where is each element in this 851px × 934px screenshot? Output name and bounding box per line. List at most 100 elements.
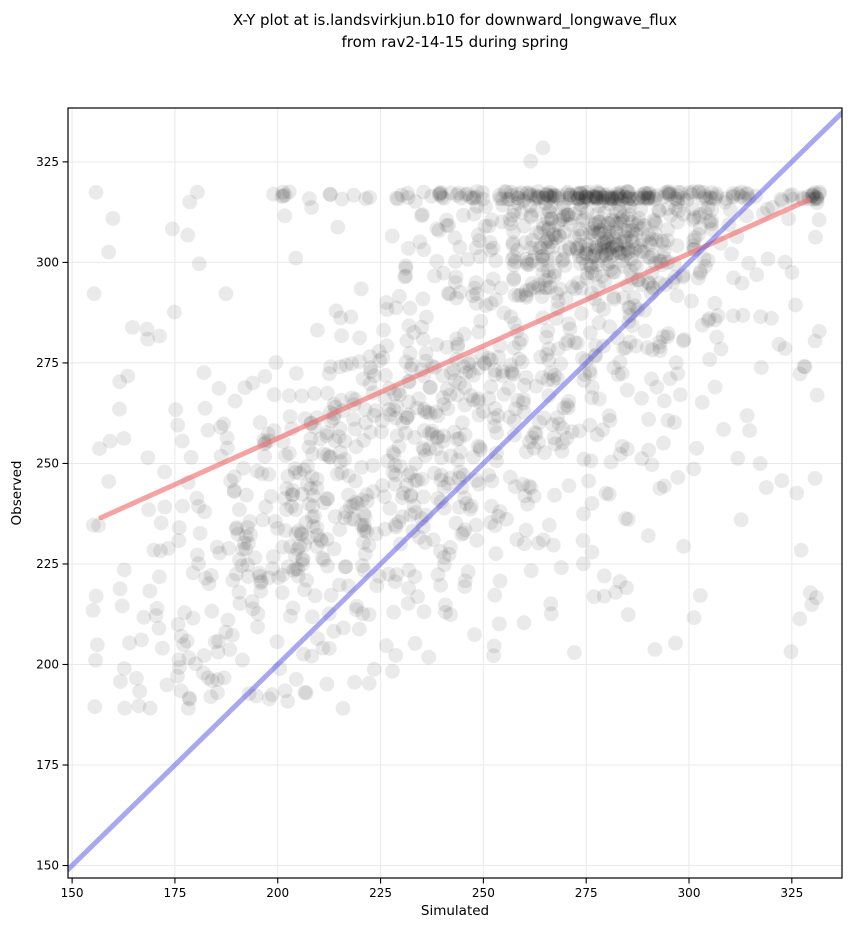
scatter-point <box>521 478 537 494</box>
scatter-point <box>544 212 560 227</box>
scatter-point <box>702 214 717 230</box>
scatter-point <box>265 549 281 565</box>
scatter-point <box>532 280 547 296</box>
scatter-point <box>243 527 258 542</box>
scatter-point <box>330 219 346 235</box>
scatter-point <box>557 243 573 259</box>
scatter-point <box>649 379 665 395</box>
scatter-point <box>288 561 304 577</box>
scatter-point <box>488 546 504 562</box>
scatter-point <box>494 191 510 207</box>
scatter-point <box>348 494 363 510</box>
scatter-point <box>398 354 414 370</box>
scatter-point <box>514 185 529 201</box>
scatter-point <box>319 447 335 463</box>
scatter-point <box>510 393 526 408</box>
scatter-point <box>725 188 741 204</box>
scatter-point <box>643 190 658 206</box>
scatter-point <box>288 465 303 480</box>
scatter-point <box>238 528 254 544</box>
scatter-point <box>504 363 520 379</box>
scatter-point <box>539 280 555 296</box>
scatter-point <box>286 562 301 578</box>
scatter-point <box>125 320 140 335</box>
scatter-point <box>629 259 644 274</box>
scatter-point <box>416 604 432 620</box>
scatter-point <box>576 556 591 572</box>
scatter-point <box>149 601 165 616</box>
scatter-point <box>636 218 652 234</box>
scatter-point <box>507 287 523 303</box>
scatter-point <box>269 634 285 650</box>
scatter-point <box>449 331 464 347</box>
scatter-point <box>564 424 580 440</box>
scatter-point <box>131 698 147 714</box>
scatter-point <box>527 425 543 440</box>
scatter-point <box>526 280 542 296</box>
scatter-points <box>85 140 827 716</box>
scatter-point <box>595 422 611 438</box>
scatter-point <box>647 214 662 229</box>
scatter-point <box>511 335 527 351</box>
scatter-point <box>342 499 358 514</box>
scatter-point <box>583 325 598 341</box>
scatter-point <box>436 190 452 206</box>
scatter-point <box>592 225 607 241</box>
scatter-point <box>258 499 274 515</box>
scatter-point <box>557 258 573 273</box>
scatter-point <box>275 567 291 583</box>
scatter-point <box>634 277 650 292</box>
scatter-point <box>640 189 656 205</box>
x-tick-label: 200 <box>266 886 289 900</box>
scatter-point <box>579 271 595 286</box>
scatter-point <box>504 188 520 204</box>
scatter-point <box>577 190 593 206</box>
scatter-point <box>301 439 317 455</box>
scatter-point <box>725 189 741 205</box>
scatter-point <box>175 498 190 514</box>
scatter-point <box>136 609 152 625</box>
scatter-point <box>792 611 808 627</box>
scatter-point <box>582 366 598 381</box>
scatter-point <box>357 508 373 524</box>
scatter-point <box>114 598 130 614</box>
scatter-point <box>240 557 256 573</box>
scatter-point <box>377 489 392 505</box>
scatter-point <box>812 186 827 202</box>
scatter-point <box>250 606 266 622</box>
scatter-point <box>567 335 583 350</box>
scatter-point <box>416 184 431 200</box>
scatter-point <box>588 188 604 204</box>
scatter-point <box>516 191 532 207</box>
scatter-point <box>668 355 684 370</box>
scatter-point <box>151 620 167 636</box>
scatter-point <box>566 190 582 206</box>
scatter-point <box>418 448 433 463</box>
scatter-point <box>604 247 620 263</box>
scatter-point <box>582 363 598 378</box>
scatter-point <box>338 357 354 373</box>
scatter-point <box>527 246 543 261</box>
scatter-point <box>191 556 206 572</box>
scatter-point <box>535 251 551 267</box>
scatter-point <box>173 629 189 644</box>
scatter-point <box>406 325 422 340</box>
scatter-point <box>277 208 293 224</box>
scatter-point <box>374 413 390 429</box>
scatter-point <box>602 245 618 261</box>
scatter-point <box>606 214 622 229</box>
scatter-point <box>298 515 314 531</box>
scatter-point <box>389 567 405 582</box>
scatter-point <box>437 557 452 573</box>
scatter-point <box>637 323 653 339</box>
scatter-point <box>540 240 556 256</box>
scatter-point <box>267 514 283 529</box>
scatter-point <box>514 205 529 221</box>
scatter-point <box>171 652 187 668</box>
scatter-point <box>518 283 534 298</box>
scatter-point <box>531 277 546 293</box>
scatter-point <box>347 421 363 437</box>
scatter-point <box>587 267 603 282</box>
scatter-point <box>570 243 586 259</box>
scatter-point <box>503 184 519 200</box>
